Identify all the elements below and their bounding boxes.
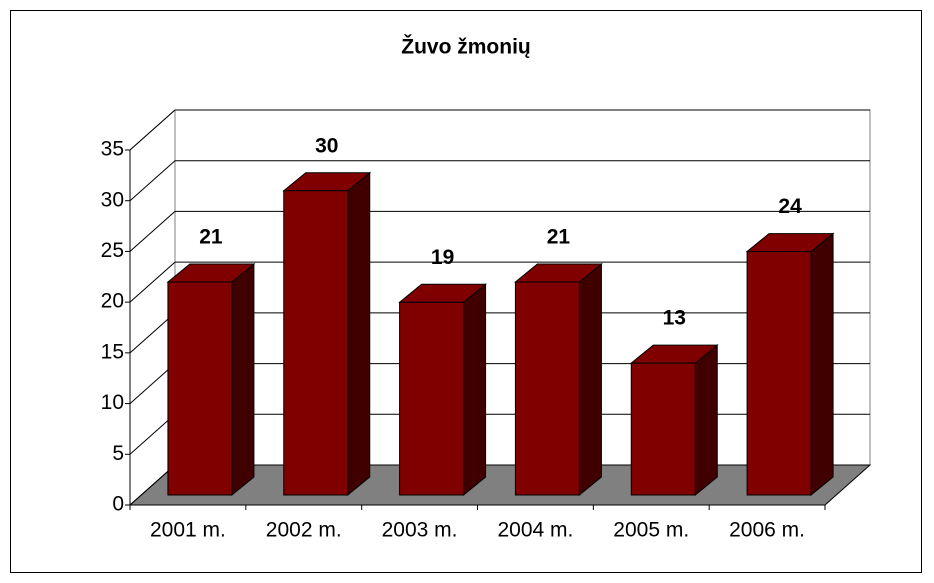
- x-tick-label: 2005 m.: [613, 519, 689, 542]
- y-tick-label: 10: [101, 391, 124, 414]
- y-tick-label: 25: [101, 239, 124, 262]
- bar: [399, 301, 465, 496]
- value-label: 13: [663, 307, 686, 330]
- bar: [746, 251, 812, 496]
- y-tick-label: 35: [101, 138, 124, 161]
- x-tick-label: 2004 m.: [497, 519, 573, 542]
- value-label: 21: [547, 226, 571, 249]
- value-label: 24: [778, 195, 802, 218]
- grid-line-side: [129, 261, 176, 303]
- x-tick-label: 2002 m.: [266, 519, 342, 542]
- value-label: 30: [315, 134, 338, 157]
- bar: [167, 281, 233, 496]
- bar: [514, 281, 580, 496]
- y-tick-label: 20: [101, 290, 124, 313]
- bar-side: [463, 283, 487, 497]
- x-tick-label: 2003 m.: [382, 519, 458, 542]
- grid-line-side: [129, 211, 176, 252]
- bar-side: [231, 262, 255, 497]
- bar: [630, 362, 696, 496]
- grid-line-side: [129, 160, 176, 202]
- grid-line-side: [129, 109, 176, 151]
- chart-title: Žuvo žmonių: [401, 35, 531, 59]
- bar: [283, 190, 349, 496]
- y-tick-label: 0: [112, 493, 124, 516]
- bar-side: [810, 232, 834, 497]
- bar-side: [578, 262, 602, 497]
- y-tick-label: 15: [101, 340, 124, 363]
- x-tick-label: 2006 m.: [729, 519, 805, 542]
- y-tick-label: 30: [101, 188, 124, 211]
- value-label: 21: [199, 226, 223, 249]
- bar-side: [347, 171, 371, 497]
- value-label: 19: [431, 246, 454, 269]
- x-tick-label: 2001 m.: [150, 519, 226, 542]
- bar-side: [694, 344, 718, 497]
- y-tick-label: 5: [112, 442, 124, 465]
